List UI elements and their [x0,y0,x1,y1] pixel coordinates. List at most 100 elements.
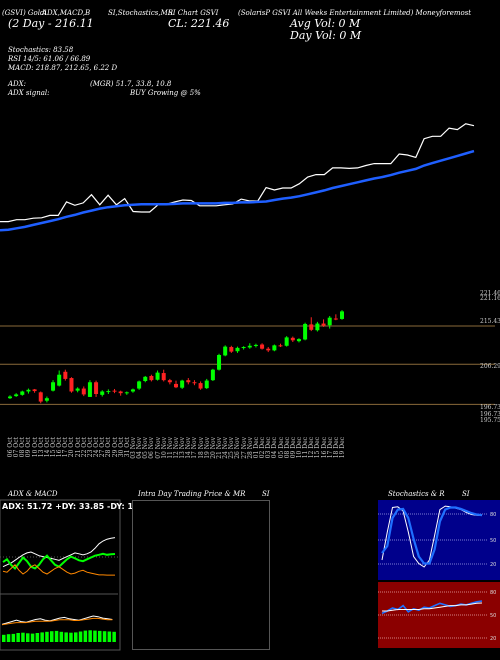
candle-body [63,371,68,379]
candlestick-chart [0,310,495,405]
info-rsi: RSI 14/5: 61.06 / 66.89 [8,55,91,63]
candle-body [69,378,74,392]
candle-body [44,398,49,401]
adx-macd-panel [0,499,121,651]
candle-body [217,355,222,370]
candle-body [118,391,123,394]
price-label-195-75: 195.75 [480,417,500,424]
candle-body [149,375,154,381]
candle-body [124,392,129,394]
candle-body [198,383,203,389]
stochastics-panel: 20 50 80 [378,500,500,580]
candle-body [241,347,246,349]
candle-body [278,345,283,347]
candle-body [38,392,43,402]
info-stochastics: Stochastics: 83.58 [8,46,74,54]
candle-body [266,348,271,351]
price-ema-chart [0,123,475,232]
candle-body [51,382,56,391]
header-close: CL: 221.46 [168,17,230,30]
macd-bar [98,630,102,642]
candle-body [57,374,62,386]
candle-body [14,394,19,397]
stoch-tick-50: 50 [490,538,496,544]
header-avg-vol: Avg Vol: 0 M [290,17,361,30]
candle-body [327,317,332,326]
candle-body [272,345,277,351]
macd-bar [21,632,25,642]
rsi-tick-80: 80 [490,590,496,596]
info-adx-signal-label: ADX signal: [8,89,50,97]
header-company: (SolarisP GSVI All Weeks Entertainment L… [238,9,472,17]
macd-bar [78,631,83,642]
candle-body [204,380,209,389]
adx-legend: ADX: 51.72 +DY: 33.85 -DY: 10.77 [2,502,153,511]
price-label-196-73-b: 196.73 [480,411,500,418]
macd-bar [30,633,35,642]
candle-body [143,376,148,381]
stoch-tick-20: 20 [490,562,496,568]
candle-body [284,337,289,346]
candle-body [333,318,338,320]
macd-bar [69,632,73,642]
macd-bar [6,634,11,642]
adx-line--DY [2,564,115,576]
candle-body [303,323,308,340]
candle-body [253,344,258,346]
candle-body [32,389,37,392]
candle-body [155,372,160,380]
candle-body [8,396,12,399]
candle-body [192,382,197,384]
header-day-vol: Day Vol: 0 M [290,29,362,42]
header-price-title: SI Chart GSVI [168,9,219,17]
macd-bar [74,632,78,642]
candle-body [321,323,326,326]
candle-body [247,345,252,348]
candle-body [180,380,185,388]
macd-bar [40,632,44,642]
macd-bar [64,632,68,642]
price-label-196-73: 196.73 [480,404,500,411]
candle-body [174,383,178,388]
candle-body [223,346,228,356]
rsi-tick-20: 20 [490,636,496,642]
candle-body [161,373,166,381]
macd-bar [112,631,116,642]
price-label-221-16: 221.16 [480,295,500,302]
candle-body [309,324,314,330]
price-label-206-29: 206.29 [480,363,500,370]
header-code: (GSVI) Goldi [2,9,47,17]
candle-body [81,388,86,395]
macd-bar [54,630,59,642]
stoch-tick-80: 80 [490,512,496,518]
header-left-title: ADX,MACD,B [42,9,91,17]
candle-body [229,347,234,352]
macd-bar [16,633,20,642]
candle-body [290,337,295,341]
candle-body [100,391,105,395]
rsi-panel: 20 50 80 [378,582,500,648]
candle-body [260,344,265,349]
candle-body [26,389,31,392]
candle-body [235,347,240,352]
info-adx-label: ADX: [8,80,27,88]
stoch-line-slow [381,506,483,565]
macd-bar [2,634,6,642]
candle-body [87,382,92,397]
header-stoch-title: SI,Stochastics,MR [108,9,174,17]
macd-bar [11,633,16,642]
candle-body [167,380,172,383]
macd-bar [45,631,49,642]
candle-body [340,311,344,319]
candle-body [112,390,117,392]
candle-body [210,369,215,381]
candle-body [130,389,135,392]
macd-bar [107,631,112,642]
macd-bar [88,630,92,642]
candle-body [75,388,80,391]
candle-body [94,382,99,394]
stoch-title: Stochastics & R [388,490,445,498]
series-line-ema [0,149,475,232]
price-label-221-46: 221.46 [480,290,500,297]
candle-body [296,339,301,342]
